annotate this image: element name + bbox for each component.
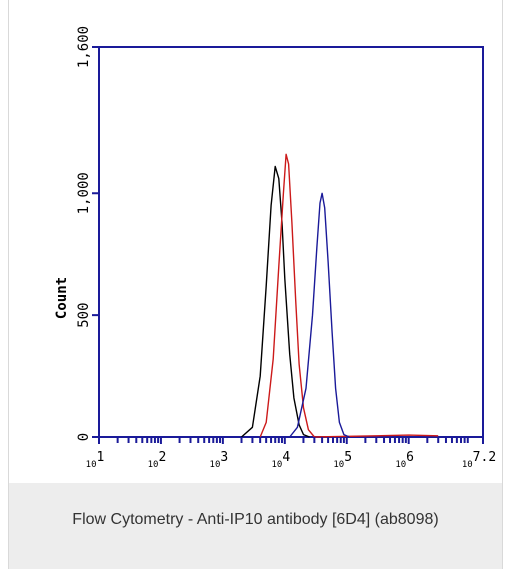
- y-tick-label: 0: [76, 433, 92, 441]
- histogram-series-3: [289, 192, 350, 438]
- x-tick-label: 105: [333, 450, 352, 470]
- histogram-series-1: [241, 165, 310, 438]
- x-tick-label: 102: [148, 450, 167, 470]
- figure-image: 0 500 1,000 1,600 101 102 103 104 105 106 107.2 Co…: [9, 0, 502, 483]
- x-tick-label: 101: [86, 450, 105, 470]
- flow-cytometry-chart: 0 500 1,000 1,600 101 102 103 104 105 106 107.2 Co…: [54, 26, 496, 470]
- figure-card: 0 500 1,000 1,600 101 102 103 104 105 106 107.2 Co…: [8, 0, 503, 569]
- x-tick-label: 106: [395, 450, 414, 470]
- y-axis-label: Count: [54, 277, 70, 319]
- caption-bar: Flow Cytometry - Anti-IP10 antibody [6D4…: [9, 483, 502, 569]
- y-tick-label: 1,600: [76, 26, 92, 68]
- y-tick-label: 500: [76, 302, 92, 327]
- plot-frame: [98, 46, 484, 438]
- y-tick-label: 1,000: [76, 172, 92, 214]
- x-tick-label: 103: [210, 450, 229, 470]
- figure-caption: Flow Cytometry - Anti-IP10 antibody [6D4…: [72, 511, 439, 528]
- x-tick-label: 104: [271, 450, 290, 470]
- x-tick-label: 107.2: [462, 450, 496, 470]
- histogram-series-2: [259, 153, 439, 438]
